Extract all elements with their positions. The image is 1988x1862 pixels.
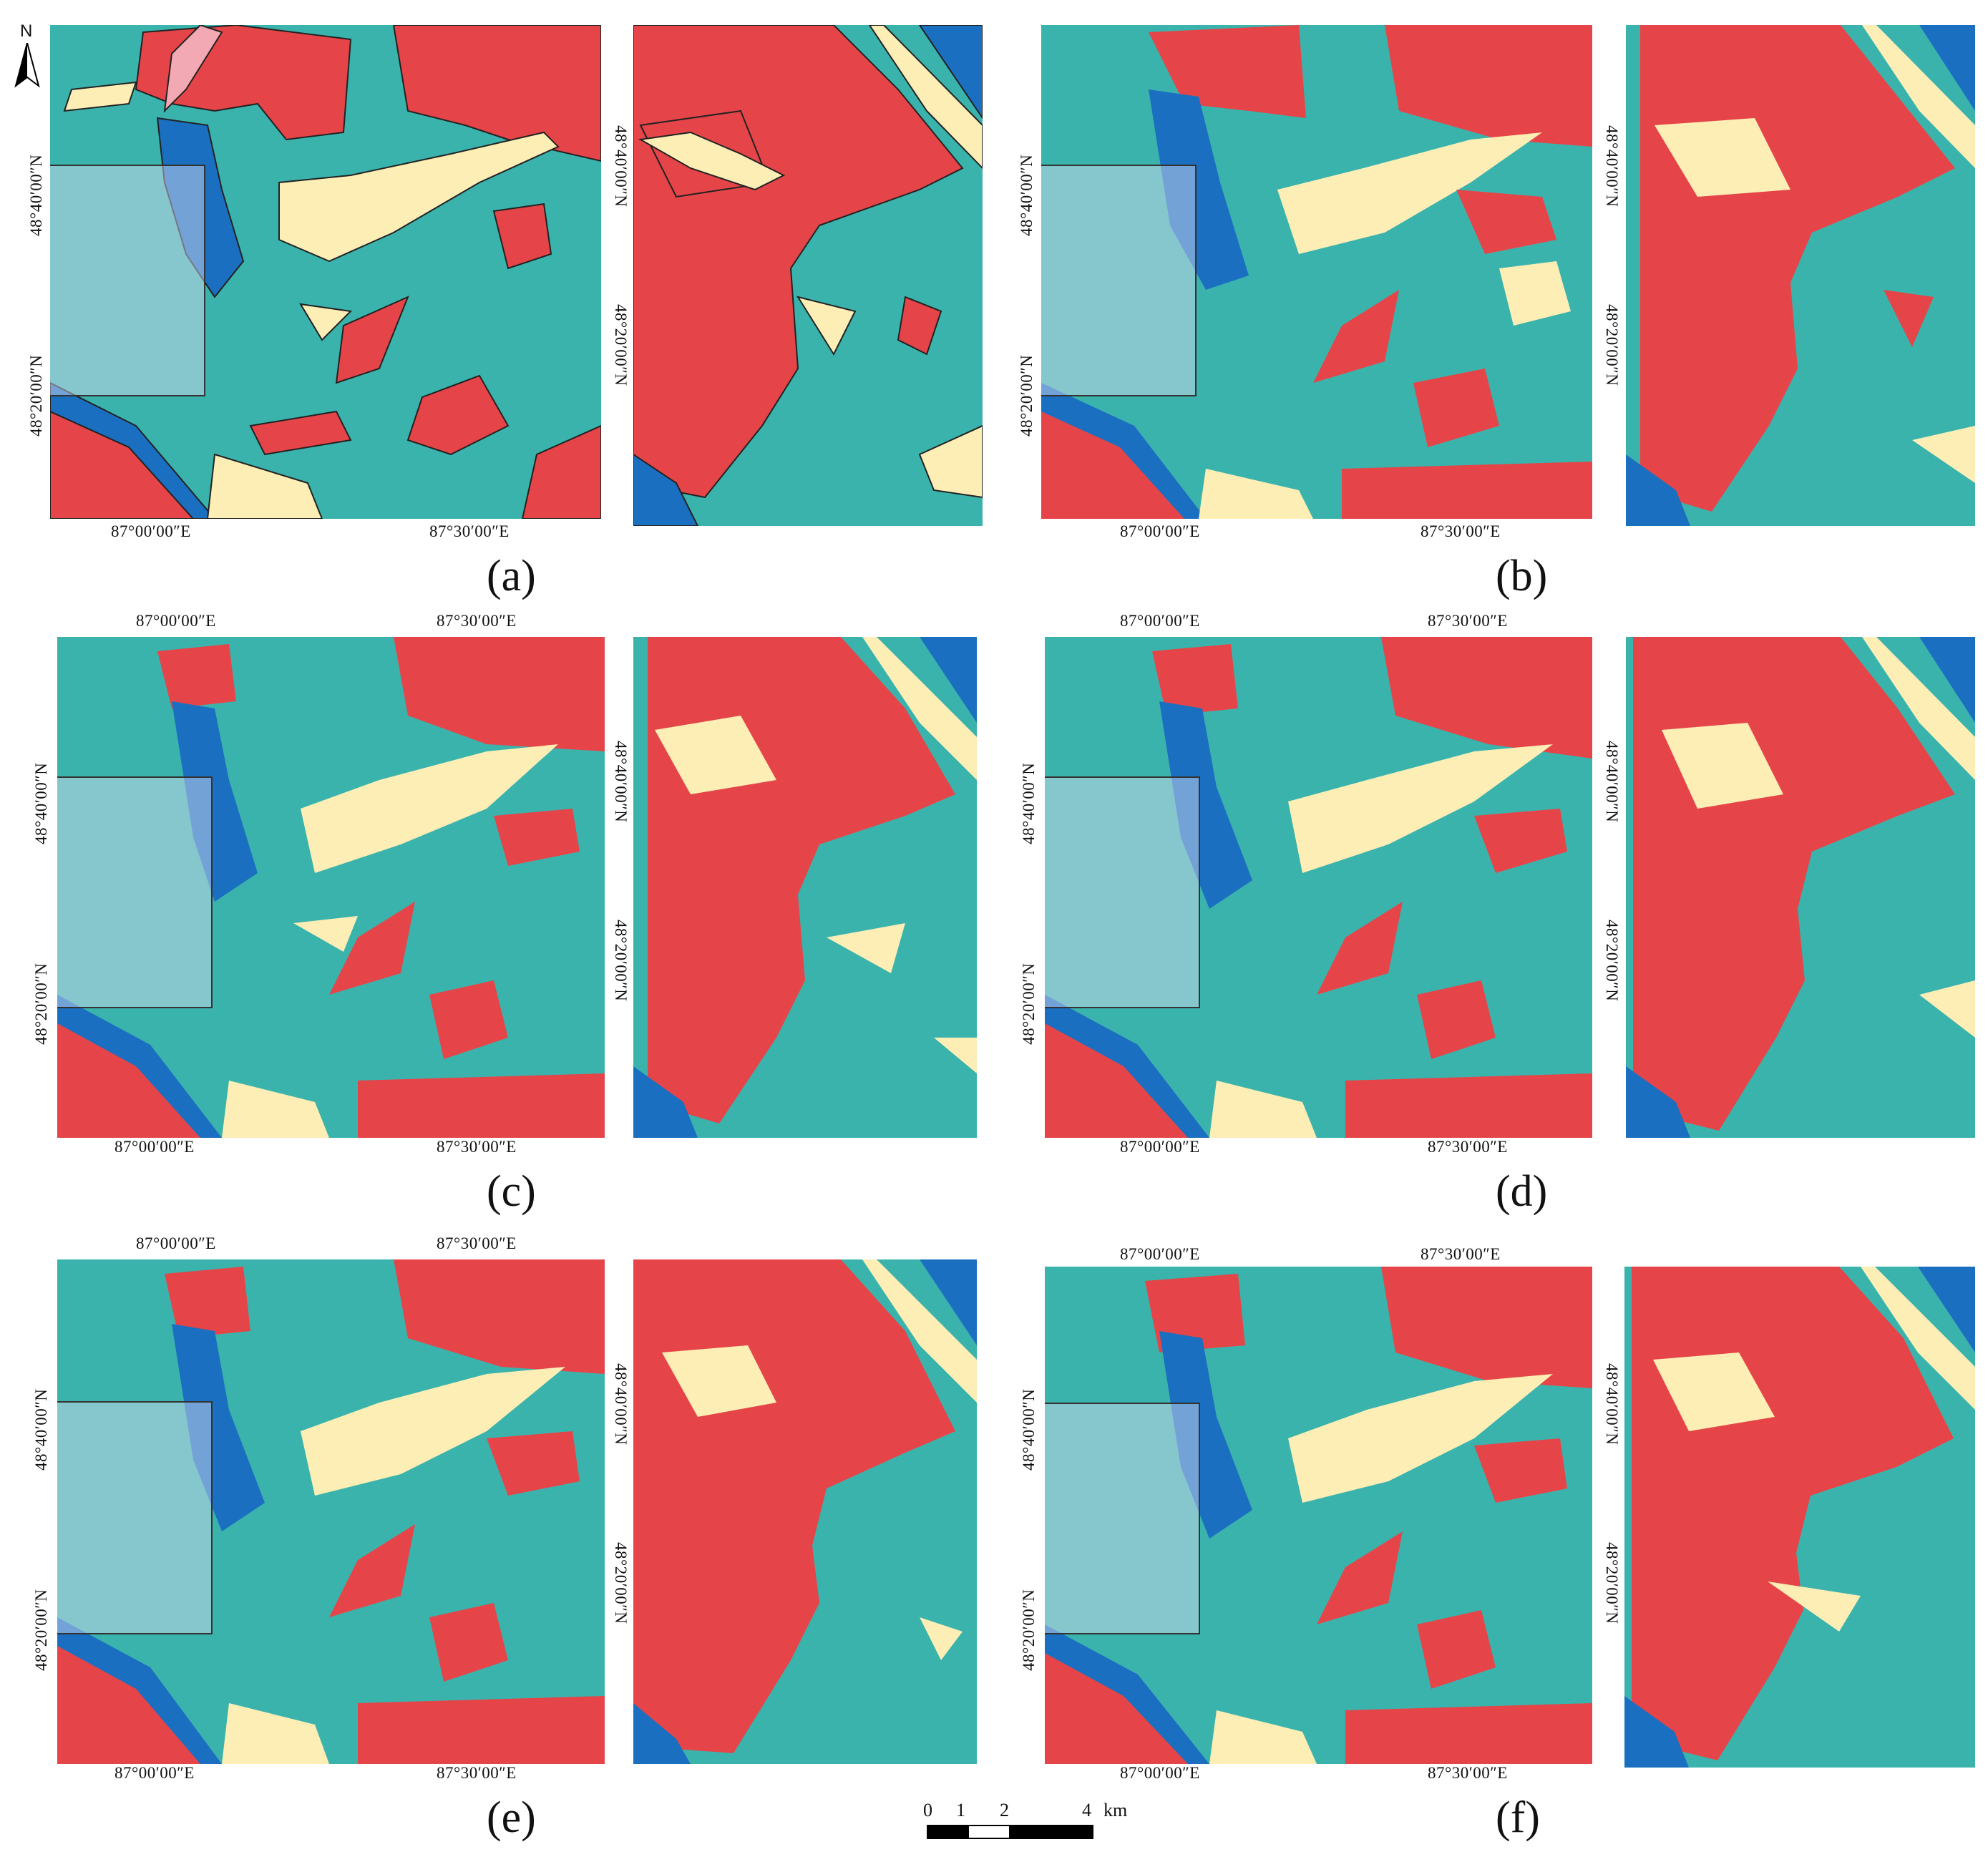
panel-f-lon-tick-bottom-1: 87°00′00″E [1120,1764,1200,1782]
panel-e-lon-tick-bottom-2: 87°30′00″E [437,1764,517,1782]
panel-a-main-map [50,25,601,519]
panel-e-lon-tick-top-1: 87°00′00″E [136,1234,216,1252]
panel-f-lon-tick-top-1: 87°00′00″E [1120,1245,1200,1263]
panel-e-main-map [57,1259,605,1764]
panel-a-lon-tick-2: 87°30′00″E [429,522,510,540]
panel-b-lat-tick-2: 48°20′00″N [1018,354,1036,437]
panel-c-lat-tick-2: 48°20′00″N [32,962,50,1045]
panel-d-inset-box [1045,776,1200,1008]
panel-a-lat-tick-1: 48°40′00″N [27,154,45,236]
panel-f-lat-tick-2: 48°20′00″N [1020,1589,1038,1671]
scale-tick-1: 1 [956,1800,965,1820]
panel-a-inset-box [50,165,205,396]
panel-a-zoom-lat-tick-1: 48°40′00″N [612,125,630,208]
panel-d-main-map [1045,637,1592,1138]
panel-b-inset-box [1041,165,1197,396]
panel-a-lon-tick-1: 87°00′00″E [111,522,191,540]
panel-f-lat-tick-1: 48°40′00″N [1020,1388,1038,1471]
panel-b-lon-tick-2: 87°30′00″E [1421,522,1501,540]
panel-a-lat-tick-2: 48°20′00″N [27,354,45,437]
panel-e-inset-box [57,1401,213,1634]
panel-c-label: (c) [487,1167,536,1216]
panel-a-zoom-map [633,25,983,526]
panel-d-zoom-lat-tick-2: 48°20′00″N [1603,920,1621,1002]
panel-d-lat-tick-1: 48°40′00″N [1020,762,1038,844]
panel-b-main-map [1041,25,1592,519]
panel-c-zoom-lat-tick-1: 48°40′00″N [612,741,630,823]
panel-e-label: (e) [487,1793,536,1842]
panel-b-zoom-lat-tick-2: 48°20′00″N [1603,304,1621,386]
panel-b-zoom-map [1626,25,1975,526]
scale-unit: km [1103,1800,1128,1820]
panel-e-zoom-lat-tick-1: 48°40′00″N [612,1363,630,1446]
panel-a-label: (a) [487,552,536,600]
panel-d-lon-tick-bottom-2: 87°30′00″E [1428,1138,1508,1156]
panel-c-inset-box [57,776,213,1008]
panel-e-lon-tick-bottom-1: 87°00′00″E [114,1764,195,1782]
panel-e-lat-tick-2: 48°20′00″N [32,1589,50,1671]
panel-e-zoom-lat-tick-2: 48°20′00″N [612,1542,630,1624]
panel-c-lon-tick-bottom-2: 87°30′00″E [437,1138,517,1156]
scale-tick-2: 2 [1000,1800,1009,1820]
panel-d-lon-tick-top-1: 87°00′00″E [1120,612,1200,630]
panel-c-lat-tick-1: 48°40′00″N [32,762,50,844]
panel-b-label: (b) [1496,552,1548,600]
panel-b-lat-tick-1: 48°40′00″N [1018,154,1036,236]
north-arrow-icon: N [13,21,42,93]
panel-d-lon-tick-bottom-1: 87°00′00″E [1120,1138,1200,1156]
north-label: N [20,21,33,41]
panel-c-lon-tick-top-2: 87°30′00″E [437,612,517,630]
panel-c-zoom-map [633,637,977,1138]
panel-d-label: (d) [1496,1167,1548,1216]
panel-c-zoom-lat-tick-2: 48°20′00″N [612,920,630,1002]
scale-bar: 0 1 2 4 km [923,1800,1152,1843]
panel-c-lon-tick-top-1: 87°00′00″E [136,612,216,630]
panel-b-zoom-lat-tick-1: 48°40′00″N [1603,125,1621,208]
panel-c-lon-tick-bottom-1: 87°00′00″E [114,1138,195,1156]
panel-f-zoom-map [1624,1267,1975,1768]
scale-tick-4: 4 [1082,1800,1091,1820]
panel-d-zoom-lat-tick-1: 48°40′00″N [1603,741,1621,823]
panel-f-main-map [1045,1267,1592,1764]
panel-b-lon-tick-1: 87°00′00″E [1120,522,1200,540]
panel-f-label: (f) [1496,1793,1540,1842]
panel-f-inset-box [1045,1403,1200,1634]
panel-e-zoom-map [633,1259,977,1764]
panel-d-lat-tick-2: 48°20′00″N [1020,962,1038,1045]
panel-f-lon-tick-bottom-2: 87°30′00″E [1428,1764,1508,1782]
scale-tick-0: 0 [923,1800,932,1820]
panel-a-zoom-lat-tick-2: 48°20′00″N [612,304,630,386]
panel-d-zoom-map [1626,637,1975,1138]
panel-f-zoom-lat-tick-2: 48°20′00″N [1603,1542,1621,1624]
north-arrow-shape [14,43,40,88]
scale-bar-graphic [927,1825,1093,1839]
panel-e-lat-tick-1: 48°40′00″N [32,1388,50,1471]
panel-d-lon-tick-top-2: 87°30′00″E [1428,612,1508,630]
panel-e-lon-tick-top-2: 87°30′00″E [437,1234,517,1252]
panel-f-lon-tick-top-2: 87°30′00″E [1421,1245,1501,1263]
panel-f-zoom-lat-tick-1: 48°40′00″N [1603,1363,1621,1446]
panel-c-main-map [57,637,605,1138]
